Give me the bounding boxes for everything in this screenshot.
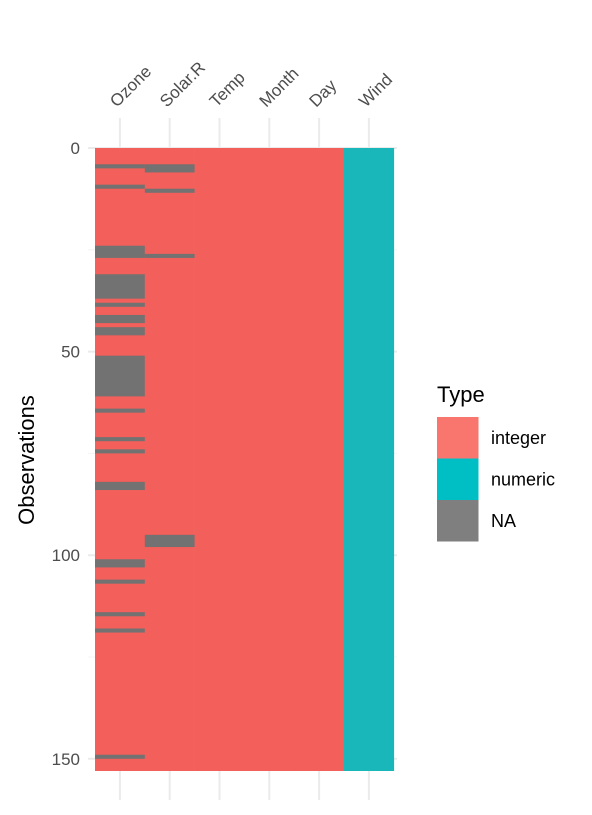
na-tile <box>95 327 146 336</box>
heatmap-tiles <box>95 148 395 771</box>
legend-swatch <box>437 417 479 459</box>
y-tick-labels: 0 50 100 150 <box>52 139 80 769</box>
na-tile <box>95 302 146 307</box>
na-tile <box>95 245 146 258</box>
na-tile <box>144 253 195 258</box>
legend: Type integer numeric NA <box>437 382 555 542</box>
column-month-tile <box>244 148 295 771</box>
na-tile <box>95 481 146 491</box>
na-tile <box>95 184 146 189</box>
na-tile <box>95 314 146 324</box>
na-tile <box>95 612 146 617</box>
x-tick-label: Wind <box>355 70 396 111</box>
y-axis-title: Observations <box>14 395 39 525</box>
legend-swatch <box>437 458 479 500</box>
na-tile <box>144 188 195 193</box>
na-tile <box>144 164 195 173</box>
column-temp-tile <box>194 148 245 771</box>
legend-label: NA <box>491 511 516 531</box>
na-tile <box>95 274 146 299</box>
na-tile <box>144 534 195 548</box>
na-tile <box>95 437 146 442</box>
na-tile <box>95 754 146 759</box>
x-tick-label: Day <box>305 76 340 111</box>
column-wind-tile <box>344 148 395 771</box>
y-tick-label: 100 <box>52 546 80 565</box>
na-tile <box>95 559 146 568</box>
legend-label: numeric <box>491 470 555 490</box>
legend-label: integer <box>491 428 546 448</box>
na-tile <box>95 449 146 454</box>
na-tile <box>95 579 146 584</box>
x-tick-label: Temp <box>206 68 249 111</box>
legend-title: Type <box>437 382 485 407</box>
y-tick-label: 0 <box>71 139 80 158</box>
na-tile <box>95 628 146 633</box>
column-day-tile <box>294 148 345 771</box>
legend-swatch <box>437 500 479 542</box>
na-tile <box>95 355 146 397</box>
x-tick-label: Month <box>256 64 303 111</box>
y-tick-label: 50 <box>61 343 80 362</box>
na-tile <box>95 408 146 413</box>
na-tile <box>95 164 146 169</box>
y-tick-label: 150 <box>52 750 80 769</box>
column-ozone-tile <box>95 148 146 771</box>
column-solar-r-tile <box>144 148 195 771</box>
x-tick-label: Ozone <box>106 62 155 111</box>
x-tick-label: Solar.R <box>156 58 209 111</box>
